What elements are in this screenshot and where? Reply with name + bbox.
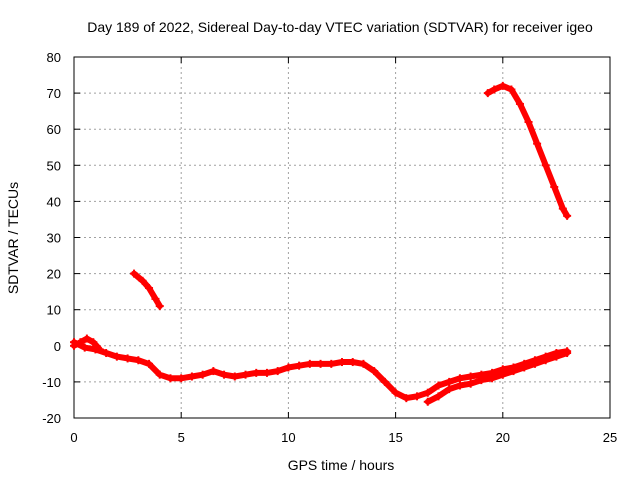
x-axis-label: GPS time / hours: [288, 457, 395, 473]
series-line: [71, 339, 571, 402]
y-tick-label: 80: [47, 50, 61, 65]
x-tick-label: 15: [388, 430, 402, 445]
chart-title: Day 189 of 2022, Sidereal Day-to-day VTE…: [87, 19, 593, 35]
series-line: [484, 82, 571, 219]
series-secondary-arc: [423, 349, 572, 406]
x-tick-label: 10: [281, 430, 295, 445]
y-tick-label: 60: [47, 122, 61, 137]
y-tick-label: 20: [47, 267, 61, 282]
series-late-arc: [483, 81, 572, 220]
x-tick-label: 5: [178, 430, 185, 445]
series-early-arc: [70, 334, 104, 354]
y-tick-label: -10: [42, 375, 61, 390]
y-tick-label: 10: [47, 303, 61, 318]
series-main-arc: [70, 338, 572, 403]
ticks-layer: 0 5 10 15 20 25 -20 -10 0 10 20 30 40 50 60 70 80: [42, 50, 617, 445]
y-tick-label: 0: [54, 339, 61, 354]
y-tick-label: 40: [47, 194, 61, 209]
y-tick-label: 50: [47, 158, 61, 173]
grid-layer: [74, 57, 610, 418]
y-tick-label: 30: [47, 231, 61, 246]
y-tick-label: -20: [42, 411, 61, 426]
x-tick-label: 25: [603, 430, 617, 445]
series-short-arc: [130, 269, 164, 311]
series-layer: [70, 81, 572, 406]
x-tick-label: 0: [70, 430, 77, 445]
y-axis-label: SDTVAR / TECUs: [5, 182, 21, 294]
x-tick-label: 20: [496, 430, 510, 445]
y-tick-label: 70: [47, 86, 61, 101]
